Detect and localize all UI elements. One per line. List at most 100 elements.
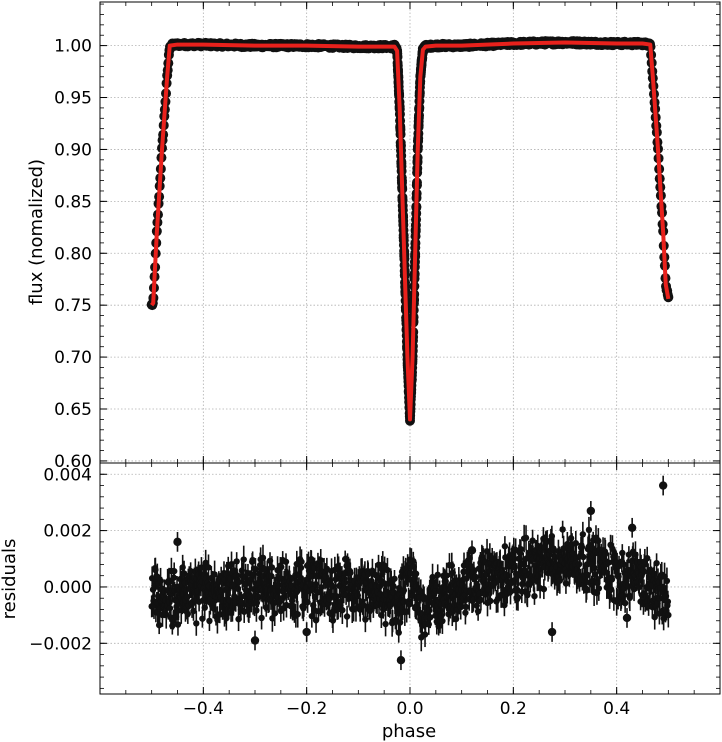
- phase-axis-label: phase: [382, 721, 436, 742]
- residual-point: [294, 611, 301, 618]
- residual-point: [314, 589, 321, 596]
- bottom-xtick-label: 0.2: [500, 699, 527, 719]
- residual-point: [425, 621, 432, 628]
- residual-outlier-point: [586, 506, 596, 516]
- residual-point: [585, 526, 593, 534]
- residual-point: [382, 620, 389, 628]
- residual-outlier-point: [396, 655, 406, 665]
- residual-outlier-point: [173, 537, 182, 547]
- residual-point: [268, 564, 276, 571]
- residual-point: [341, 579, 348, 586]
- top-ytick-label: 0.95: [54, 89, 92, 109]
- residual-point: [443, 572, 450, 579]
- residual-point: [259, 554, 267, 562]
- residual-point: [578, 543, 586, 551]
- residual-point: [304, 598, 311, 606]
- top-ytick-label: 0.75: [54, 296, 92, 316]
- residual-point: [653, 559, 660, 567]
- residual-point: [439, 617, 446, 625]
- residual-point: [644, 554, 651, 562]
- residual-outlier-point: [658, 481, 668, 490]
- bottom-plot-frame: [99, 462, 721, 695]
- residual-point: [298, 558, 305, 565]
- residual-point: [595, 585, 603, 592]
- residual-point: [300, 603, 308, 611]
- residual-point: [511, 564, 518, 571]
- residual-point: [575, 560, 583, 568]
- residual-point: [529, 537, 536, 544]
- residual-point: [157, 577, 164, 585]
- residual-point: [179, 564, 186, 571]
- bottom-xtick-label: −0.2: [286, 699, 327, 719]
- residual-outlier-point: [622, 613, 632, 623]
- residual-point: [566, 570, 573, 578]
- top-ytick-label: 1.00: [54, 37, 92, 57]
- bottom-panel: −0.4 −0.2 0.0 0.2 0.4 −0.002 0.000 0.002 0.004 r…: [0, 462, 721, 742]
- residual-outlier-point: [467, 546, 477, 555]
- residuals-axis-label: residuals: [0, 539, 20, 620]
- residual-point: [462, 603, 470, 611]
- residual-point: [395, 629, 402, 636]
- residual-point: [155, 593, 162, 600]
- residual-point: [205, 564, 212, 571]
- residual-point: [233, 558, 240, 565]
- residual-point: [427, 614, 434, 621]
- residual-point: [580, 553, 587, 561]
- residual-point: [240, 556, 247, 563]
- top-ytick-label: 0.85: [54, 192, 92, 212]
- residual-point: [252, 565, 259, 573]
- residual-point: [249, 556, 256, 564]
- flux-axis-label: flux (nomalized): [26, 159, 47, 305]
- residual-point: [583, 587, 590, 594]
- residual-outlier-point: [627, 523, 637, 532]
- top-panel: 0.60 0.65 0.70 0.75 0.80 0.85 0.90 0.95 1.00 flu…: [26, 1, 721, 472]
- residual-point: [522, 534, 530, 542]
- residual-point: [258, 614, 265, 622]
- residual-point: [282, 558, 290, 565]
- bottom-xtick-label: −0.4: [183, 699, 224, 719]
- top-ytick-label: 0.90: [54, 140, 92, 160]
- residual-point: [595, 537, 602, 545]
- residual-point: [235, 578, 243, 586]
- top-ytick-label: 0.80: [54, 244, 92, 264]
- residual-point: [572, 539, 579, 547]
- residual-point: [487, 597, 494, 605]
- residual-point: [514, 594, 522, 601]
- residual-point: [524, 591, 531, 599]
- flux-model-line: [150, 40, 671, 422]
- residual-point: [448, 562, 455, 569]
- residual-point: [412, 570, 420, 577]
- residual-point: [540, 585, 548, 593]
- residual-point: [665, 611, 672, 619]
- residual-point: [238, 599, 245, 606]
- top-ytick-label: 0.70: [54, 348, 92, 368]
- residual-outlier-point: [250, 636, 260, 645]
- residual-point: [556, 577, 564, 584]
- bottom-axis-ticks: −0.4 −0.2 0.0 0.2 0.4 −0.002 0.000 0.002 0.004: [29, 463, 721, 719]
- residual-point: [567, 535, 575, 542]
- residual-point: [608, 576, 616, 583]
- bottom-xtick-label: 0.0: [396, 699, 423, 719]
- residual-point: [339, 606, 346, 614]
- bottom-ytick-label: 0.000: [43, 578, 92, 598]
- residual-point: [477, 596, 485, 604]
- residual-point: [562, 580, 570, 587]
- residual-point: [206, 617, 213, 625]
- residual-point: [317, 557, 324, 564]
- residual-outlier-point: [302, 627, 311, 637]
- residual-point: [396, 619, 404, 626]
- residual-point: [621, 599, 629, 607]
- residual-point: [619, 549, 626, 557]
- residual-point: [664, 598, 672, 605]
- residual-point: [559, 526, 566, 533]
- residual-point: [384, 566, 391, 574]
- residual-point: [193, 620, 200, 627]
- bottom-ytick-label: 0.004: [43, 465, 92, 485]
- residual-point: [343, 613, 351, 620]
- residual-point: [171, 567, 178, 575]
- residual-point: [531, 592, 538, 600]
- residual-point: [362, 616, 369, 623]
- residual-point: [636, 583, 643, 591]
- residual-point: [201, 604, 208, 611]
